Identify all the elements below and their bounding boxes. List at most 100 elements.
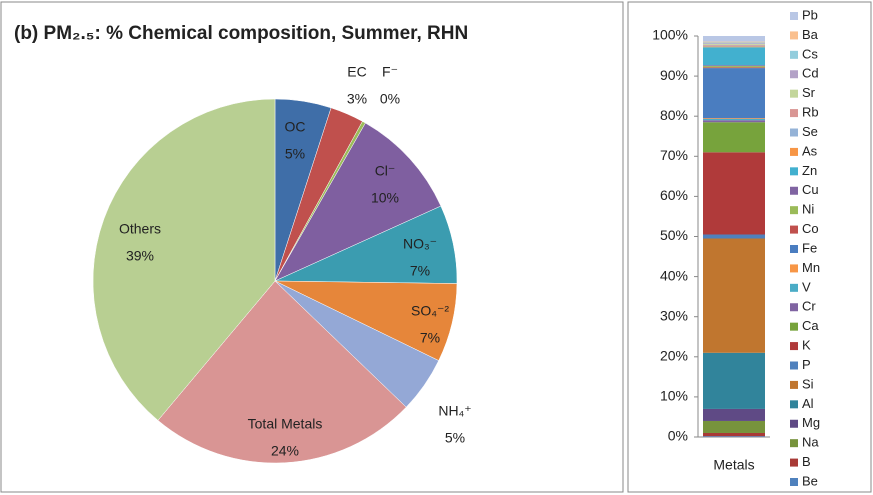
slice-value: 24% — [271, 443, 299, 459]
legend-label: Al — [802, 396, 814, 411]
legend-label: Rb — [802, 105, 819, 120]
legend-label: Cd — [802, 66, 819, 81]
legend-label: Mn — [802, 260, 820, 275]
bar-segment — [703, 43, 765, 45]
y-tick-label: 30% — [660, 307, 688, 323]
bar-segment — [703, 68, 765, 119]
bar-segment — [703, 67, 765, 69]
legend-swatch — [790, 128, 798, 137]
legend-label: Cr — [802, 299, 816, 314]
bar-frame — [627, 1, 872, 493]
y-tick-label: 0% — [668, 428, 688, 444]
slice-value: 0% — [380, 91, 400, 107]
bar-segment — [703, 36, 765, 42]
legend-swatch — [790, 458, 798, 467]
pie-slice — [157, 280, 407, 464]
legend-swatch — [790, 225, 798, 234]
legend-label: K — [802, 338, 811, 353]
legend-swatch — [790, 283, 798, 292]
pie-slice — [274, 122, 442, 282]
legend-label: Cu — [802, 182, 819, 197]
legend-label: Co — [802, 221, 819, 236]
slice-label: Total Metals — [248, 416, 323, 432]
bar-segment — [703, 41, 765, 43]
slice-label: OC — [285, 119, 306, 135]
slice-label: SO₄⁻² — [411, 303, 449, 319]
legend-label: Se — [802, 124, 818, 139]
legend-label: Cs — [802, 46, 818, 61]
legend-swatch — [790, 109, 798, 118]
y-tick-label: 10% — [660, 388, 688, 404]
bar-segment — [703, 432, 765, 437]
legend-swatch — [790, 147, 798, 156]
bar-segment — [703, 46, 765, 48]
legend-label: V — [802, 279, 811, 294]
bar-segment — [703, 420, 765, 433]
bar-segment — [703, 152, 765, 235]
bar-segment — [703, 66, 765, 68]
legend-swatch — [790, 419, 798, 428]
slice-value: 7% — [410, 263, 430, 279]
legend-label: Si — [802, 376, 814, 391]
legend-swatch — [790, 167, 798, 176]
legend-label: Zn — [802, 163, 817, 178]
legend-label: Be — [802, 473, 818, 488]
bar-segment — [703, 408, 765, 421]
y-tick-label: 80% — [660, 107, 688, 123]
legend-label: Ca — [802, 318, 819, 333]
bar-segment — [703, 234, 765, 239]
bar-segment — [703, 45, 765, 47]
legend-label: Ni — [802, 202, 814, 217]
legend-label: Fe — [802, 240, 817, 255]
slice-label: Others — [119, 221, 161, 237]
bar-segment — [703, 120, 765, 123]
legend-swatch — [790, 31, 798, 40]
bar-segment — [703, 436, 765, 437]
legend-label: Sr — [802, 85, 816, 100]
pie-frame — [0, 1, 624, 493]
slice-value: 7% — [420, 330, 440, 346]
slice-value: 5% — [445, 430, 465, 446]
bar-segment — [703, 44, 765, 46]
bar-segment — [703, 42, 765, 44]
y-tick-label: 60% — [660, 187, 688, 203]
bar-segment — [703, 44, 765, 45]
legend-swatch — [790, 361, 798, 370]
legend-label: B — [802, 454, 811, 469]
y-tick-label: 20% — [660, 348, 688, 364]
bar-segment — [703, 122, 765, 153]
slice-label: NH₄⁺ — [438, 403, 471, 419]
slice-value: 5% — [285, 146, 305, 162]
legend-swatch — [790, 245, 798, 253]
legend-label: Pb — [802, 7, 818, 22]
legend-swatch — [790, 206, 798, 215]
legend-swatch — [790, 50, 798, 59]
legend-swatch — [790, 342, 798, 351]
chart-title: (b) PM₂.₅: % Chemical composition, Summe… — [14, 23, 468, 44]
slice-label: EC — [347, 64, 366, 80]
legend-swatch — [790, 439, 798, 448]
slice-value: 10% — [371, 190, 399, 206]
legend-swatch — [790, 380, 798, 389]
bar-segment — [703, 119, 765, 121]
legend-swatch — [790, 186, 798, 195]
legend-label: Ba — [802, 27, 819, 42]
slice-label: Cl⁻ — [375, 163, 396, 179]
y-tick-label: 50% — [660, 227, 688, 243]
bar-segment — [703, 352, 765, 409]
y-tick-label: 40% — [660, 267, 688, 283]
y-tick-label: 90% — [660, 67, 688, 83]
legend-swatch — [790, 70, 798, 79]
legend-label: Mg — [802, 415, 820, 430]
legend-swatch — [790, 478, 798, 486]
slice-label: NO₃⁻ — [403, 236, 437, 252]
y-tick-label: 70% — [660, 147, 688, 163]
slice-label: F⁻ — [382, 64, 398, 80]
legend-label: Na — [802, 435, 819, 450]
legend-label: As — [802, 143, 818, 158]
legend-swatch — [790, 264, 798, 273]
bar-segment — [703, 118, 765, 120]
slice-value: 3% — [347, 91, 367, 107]
